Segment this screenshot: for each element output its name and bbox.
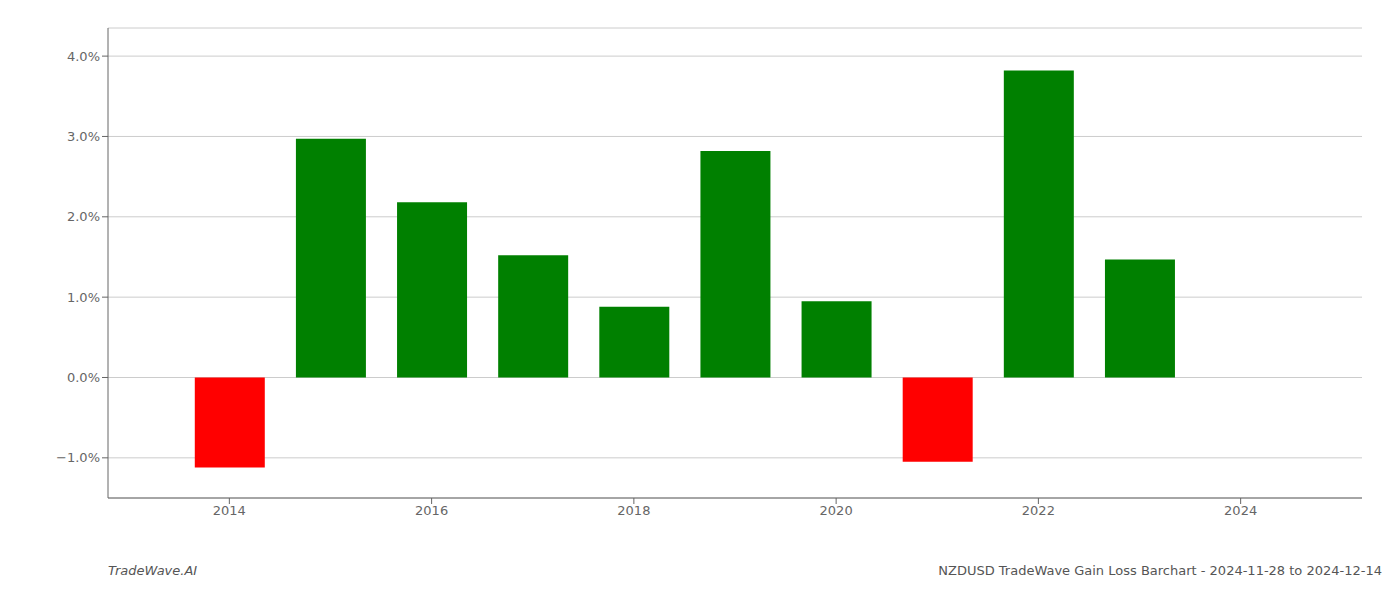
svg-text:2.0%: 2.0%: [67, 209, 100, 224]
svg-text:1.0%: 1.0%: [67, 290, 100, 305]
svg-text:2014: 2014: [213, 503, 246, 518]
svg-text:2024: 2024: [1224, 503, 1257, 518]
svg-text:−1.0%: −1.0%: [56, 450, 100, 465]
svg-text:2018: 2018: [617, 503, 650, 518]
html-text:NZDUSD TradeWave Gain Loss Bar: NZDUSD TradeWave Gain Loss Barchart - 20…: [938, 563, 1382, 578]
svg-text:2020: 2020: [820, 503, 853, 518]
svg-text:2022: 2022: [1022, 503, 1055, 518]
svg-text:0.0%: 0.0%: [67, 370, 100, 385]
svg-text:2016: 2016: [415, 503, 448, 518]
html-text:TradeWave.AI: TradeWave.AI: [108, 563, 198, 578]
svg-text:3.0%: 3.0%: [67, 129, 100, 144]
svg-text:4.0%: 4.0%: [67, 49, 100, 64]
